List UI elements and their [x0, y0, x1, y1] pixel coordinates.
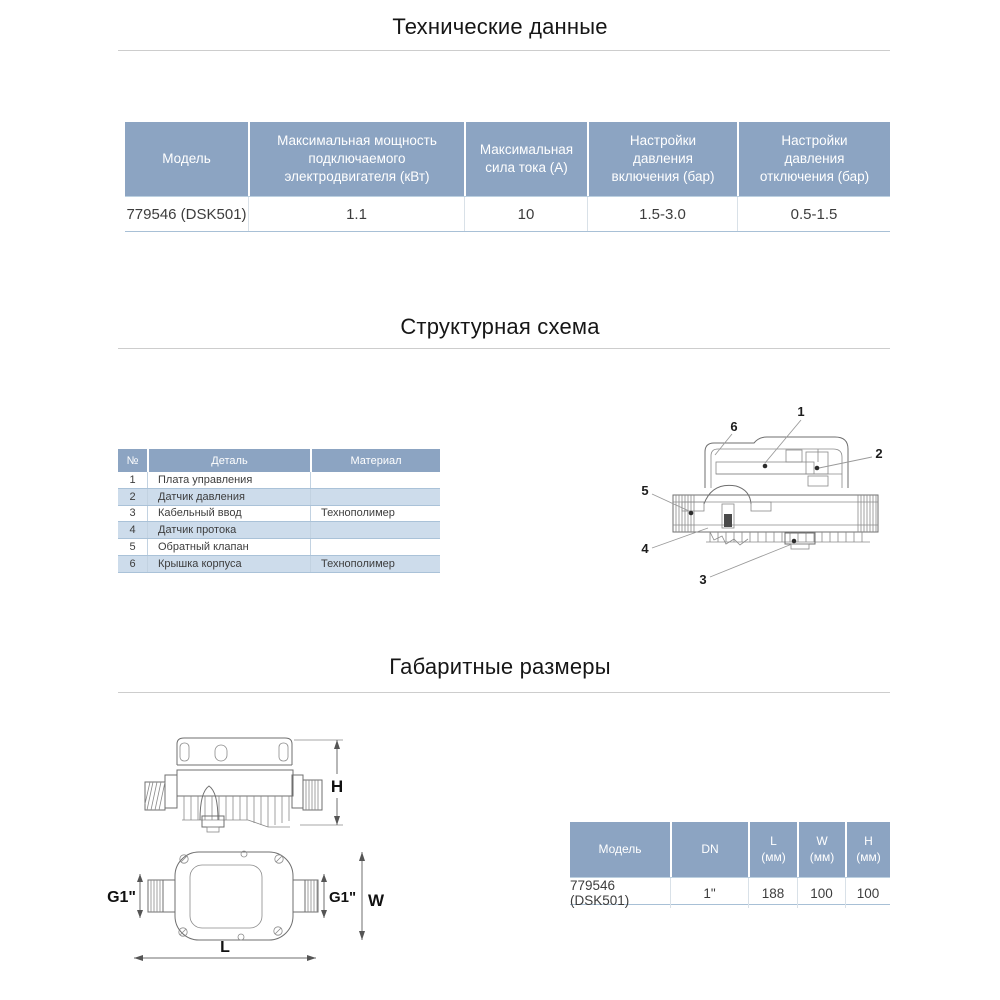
right-thread: [302, 779, 323, 811]
part-detail: Обратный клапан: [147, 539, 310, 555]
part-material: [310, 522, 440, 539]
pipe-body: [672, 494, 879, 533]
dim-header-l-unit: (мм): [761, 849, 786, 864]
dim-header-h-unit: (мм): [856, 849, 881, 864]
dim-header-model: Модель: [570, 822, 670, 877]
cover-outline: [176, 737, 293, 765]
right-thread: [304, 879, 319, 913]
dim-header-model-label: Модель: [598, 841, 642, 856]
left-thread: [147, 879, 164, 913]
callout-5: 5: [641, 483, 648, 498]
part-detail: Плата управления: [147, 472, 310, 488]
dim-value-dn: 1": [670, 878, 748, 908]
dimensions-data-row: 779546 (DSK501) 1" 188 100 100: [570, 877, 890, 908]
dim-value-l: 188: [748, 878, 797, 908]
top-view-drawing: G1" G1" W L: [107, 850, 385, 961]
dim-value-model: 779546 (DSK501): [570, 878, 630, 908]
dimension-h-label: H: [331, 777, 343, 796]
tech-specs-header-row: Модель Максимальная мощность подключаемо…: [125, 122, 890, 196]
part-material: Технополимер: [310, 505, 440, 522]
part-number: 5: [129, 541, 136, 554]
tech-specs-data-row: 779546 (DSK501) 1.1 10 1.5-3.0 0.5-1.5: [125, 196, 890, 232]
callout-3: 3: [699, 572, 706, 587]
callout-6: 6: [730, 419, 737, 434]
dim-header-l: L (мм): [748, 822, 797, 877]
device-body: [176, 769, 294, 797]
part-number: 1: [129, 473, 136, 486]
side-view-drawing: H: [144, 737, 343, 833]
structural-diagram-drawing: 1 2 3 4 5 6: [641, 404, 882, 587]
callout-4: 4: [641, 541, 649, 556]
cover-outline: [704, 436, 849, 488]
dimension-w-label: W: [368, 891, 385, 910]
tech-value-cut-in-pressure: 1.5-3.0: [587, 197, 737, 231]
valve-dome: [703, 484, 752, 505]
parts-header-row: № Деталь Материал: [118, 449, 440, 472]
dim-header-h: H (мм): [845, 822, 890, 877]
tech-value-max-power: 1.1: [248, 197, 464, 231]
tech-value-model: 779546 (DSK501): [126, 205, 247, 223]
part-detail: Кабельный ввод: [147, 505, 310, 522]
parts-row: 4 Датчик протока: [118, 522, 440, 540]
parts-row: 6 Крышка корпуса Технополимер: [118, 555, 440, 573]
divider: [118, 692, 890, 693]
dim-value-h: 100: [845, 878, 890, 908]
dimensions-header-row: Модель DN L (мм) W (мм) H (мм): [570, 822, 890, 877]
parts-header-material: Материал: [310, 449, 440, 472]
tech-header-model: Модель: [125, 122, 248, 196]
dim-value-w: 100: [797, 878, 845, 908]
parts-row: 2 Датчик давления: [118, 488, 440, 506]
tech-value-max-current: 10: [464, 197, 587, 231]
part-number: 4: [129, 524, 136, 537]
part-detail: Крышка корпуса: [147, 555, 310, 572]
parts-row: 5 Обратный клапан: [118, 539, 440, 556]
dim-header-dn-label: DN: [701, 841, 719, 856]
part-number: 6: [129, 557, 136, 570]
tech-header-max-current: Максимальная сила тока (А): [464, 122, 587, 196]
dimension-g1-left-label: G1": [107, 889, 136, 906]
callout-1: 1: [797, 404, 804, 419]
dimension-l-label: L: [220, 939, 230, 956]
part-material: [310, 539, 440, 555]
parts-header-detail: Деталь: [147, 449, 310, 472]
dim-header-h-label: H: [864, 833, 873, 848]
divider: [118, 50, 890, 51]
parts-table: № Деталь Материал 1 Плата управления 2 Д…: [118, 449, 440, 573]
part-number: 2: [129, 490, 136, 503]
dim-header-w-unit: (мм): [809, 849, 835, 864]
part-material: Технополимер: [310, 555, 440, 572]
section-title-technical-data: Технические данные: [392, 14, 608, 39]
tech-header-cut-in-pressure: Настройки давления включения (бар): [587, 122, 737, 196]
parts-row: 1 Плата управления: [118, 472, 440, 489]
tech-specs-table: Модель Максимальная мощность подключаемо…: [125, 122, 890, 232]
part-number: 3: [129, 507, 136, 520]
dim-header-dn: DN: [670, 822, 748, 877]
tech-header-cut-off-pressure: Настройки давления отключения (бар): [737, 122, 890, 196]
dim-header-w: W (мм): [797, 822, 845, 877]
divider: [118, 348, 890, 349]
parts-row: 3 Кабельный ввод Технополимер: [118, 505, 440, 523]
dimension-g1-right-label: G1": [329, 889, 356, 906]
dimensions-table: Модель DN L (мм) W (мм) H (мм) 779546 (D…: [570, 822, 890, 908]
parts-header-number: №: [118, 449, 147, 472]
dim-header-w-label: W: [816, 833, 828, 848]
callout-2: 2: [875, 446, 882, 461]
part-material: [310, 472, 440, 488]
section-title-overall-dimensions: Габаритные размеры: [389, 654, 611, 679]
part-material: [310, 488, 440, 505]
part-detail: Датчик протока: [147, 522, 310, 539]
part-detail: Датчик давления: [147, 488, 310, 505]
tech-header-max-power: Максимальная мощность подключаемого элек…: [248, 122, 464, 196]
dim-header-l-label: L: [770, 833, 777, 848]
tech-value-cut-off-pressure: 0.5-1.5: [737, 197, 890, 231]
section-title-structural-diagram: Структурная схема: [400, 314, 600, 339]
